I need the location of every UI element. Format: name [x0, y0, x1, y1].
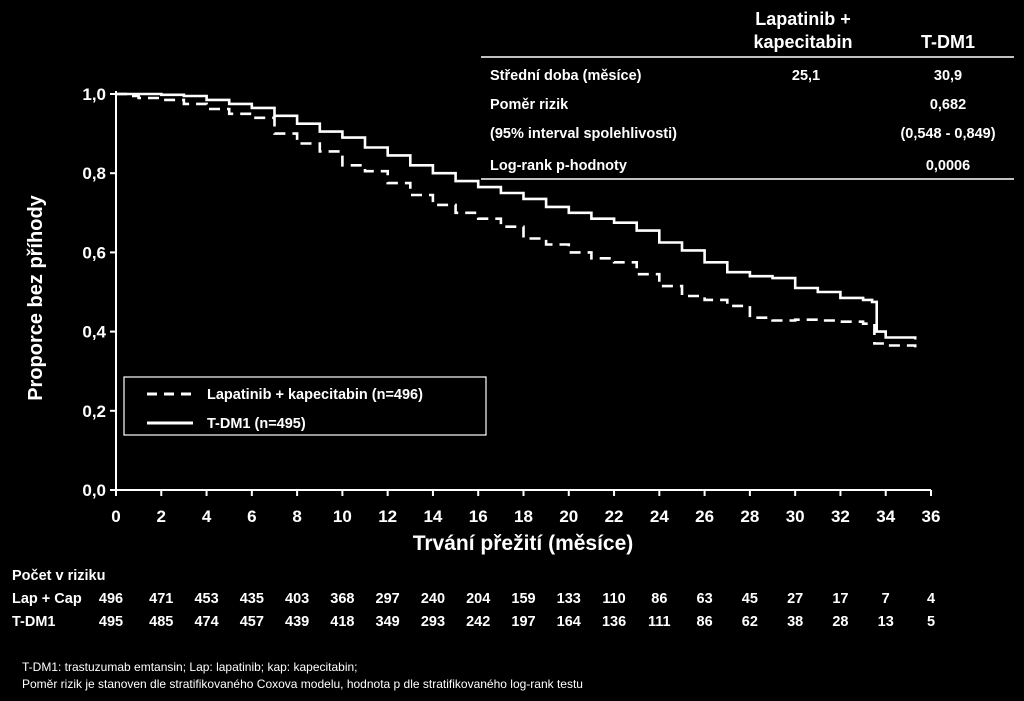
- at-risk-value: 368: [330, 591, 355, 607]
- series-line-lap-cap: [116, 92, 917, 348]
- x-tick-label: 20: [559, 507, 578, 526]
- at-risk-label-lap: Lap + Cap: [12, 591, 82, 607]
- x-tick-label: 10: [333, 507, 352, 526]
- at-risk-value: 111: [648, 614, 671, 630]
- footnote-methods: Poměr rizik je stanoven dle stratifikova…: [22, 677, 583, 691]
- x-tick-label: 4: [202, 507, 212, 526]
- at-risk-value: 5: [926, 614, 936, 630]
- at-risk-value: 17: [832, 591, 849, 607]
- at-risk-value: 86: [651, 591, 668, 607]
- at-risk-value: 197: [511, 614, 536, 630]
- y-tick-label: 0,4: [82, 323, 106, 342]
- at-risk-value: 62: [741, 614, 758, 630]
- y-tick-label: 0,0: [82, 481, 106, 500]
- footnote-abbreviations: T-DM1: trastuzumab emtansin; Lap: lapati…: [22, 660, 358, 674]
- at-risk-value: 293: [420, 614, 446, 630]
- stats-table: Lapatinib + kapecitabin T-DM1 Střední doba …: [481, 9, 1014, 180]
- at-risk-value: 297: [375, 591, 400, 607]
- at-risk-value: 242: [466, 614, 491, 630]
- legend-label-lap: Lapatinib + kapecitabin (n=496): [207, 387, 423, 403]
- at-risk-value: 403: [285, 591, 310, 607]
- x-tick-labels: 0 2 4 6 8 10 12 14 16 18 20 22 24 26 28 30 32 34 36: [111, 507, 940, 526]
- series-line-tdm1: [116, 92, 917, 340]
- x-tick-label: 0: [111, 507, 120, 526]
- x-tick-label: 2: [157, 507, 166, 526]
- at-risk-value: 471: [149, 591, 174, 607]
- at-risk-value: 136: [601, 614, 627, 630]
- x-tick-label: 26: [695, 507, 714, 526]
- at-risk-value: 496: [98, 591, 124, 607]
- at-risk-value: 159: [511, 591, 536, 607]
- at-risk-value: 86: [696, 614, 713, 630]
- km-chart: 0 2 4 6 8 10 12 14 16 18 20 22 24 26 28 30 32 34 36 0,00,2…: [25, 9, 1014, 555]
- y-tick-label: 1,0: [82, 85, 106, 104]
- legend-label-tdm1: T-DM1 (n=495): [207, 416, 306, 432]
- at-risk-value: 204: [466, 591, 491, 607]
- at-risk-value: 45: [741, 591, 758, 607]
- x-tick-label: 12: [378, 507, 397, 526]
- at-risk-value: 435: [239, 591, 264, 607]
- x-tick-label: 22: [605, 507, 624, 526]
- x-tick-label: 28: [740, 507, 759, 526]
- stats-row-label: (95% interval spolehlivosti): [490, 126, 677, 142]
- at-risk-value: 418: [330, 614, 355, 630]
- x-tick-label: 36: [922, 507, 941, 526]
- x-tick-label: 6: [247, 507, 256, 526]
- at-risk-value: 349: [375, 614, 400, 630]
- at-risk-value: 110: [602, 591, 626, 607]
- y-tick-label: 0,6: [82, 243, 106, 262]
- at-risk-value: 28: [832, 614, 849, 630]
- at-risk-value: 13: [877, 614, 894, 630]
- at-risk-title: Počet v riziku: [12, 568, 106, 584]
- stats-value-tdm1: 30,9: [934, 68, 962, 84]
- stats-value-tdm1: (0,548 - 0,849): [900, 126, 995, 142]
- at-risk-value: 439: [285, 614, 310, 630]
- at-risk-label-tdm1: T-DM1: [12, 614, 56, 630]
- stats-value-tdm1: 0,682: [930, 97, 966, 113]
- x-tick-label: 8: [292, 507, 301, 526]
- stats-header-lap: Lapatinib +: [755, 9, 851, 29]
- x-tick-label: 16: [469, 507, 488, 526]
- x-tick-label: 32: [831, 507, 850, 526]
- x-tick-label: 14: [423, 507, 442, 526]
- at-risk-value: 457: [239, 614, 264, 630]
- x-tick-label: 24: [650, 507, 669, 526]
- at-risk-value: 7: [881, 591, 890, 607]
- y-tick-labels: 0,0 0,2 0,4 0,6 0,8 1,0: [82, 85, 106, 500]
- legend-box: [123, 376, 487, 436]
- y-tick-label: 0,2: [82, 402, 106, 421]
- axes: [110, 91, 932, 496]
- y-tick-label: 0,8: [82, 164, 106, 183]
- at-risk-value: 485: [149, 614, 174, 630]
- stats-value-tdm1: 0,0006: [926, 158, 970, 174]
- at-risk-value: 495: [98, 614, 124, 630]
- stats-row-label: Log-rank p-hodnoty: [490, 158, 627, 174]
- x-axis-label: Trvání přežití (měsíce): [413, 532, 634, 555]
- stats-row-label: Poměr rizik: [490, 97, 569, 113]
- at-risk-value: 4: [926, 591, 936, 607]
- y-axis-label: Proporce bez příhody: [25, 194, 47, 400]
- stats-row-label: Střední doba (měsíce): [490, 68, 642, 84]
- x-tick-label: 18: [514, 507, 533, 526]
- at-risk-value: 474: [194, 614, 219, 630]
- survival-curves: [116, 92, 917, 348]
- at-risk-value: 63: [696, 591, 713, 607]
- x-tick-label: 34: [876, 507, 895, 526]
- x-tick-label: 30: [786, 507, 805, 526]
- stats-value-lap: 25,1: [792, 68, 820, 84]
- stats-header-tdm1: T-DM1: [921, 32, 975, 52]
- at-risk-value: 240: [420, 591, 446, 607]
- at-risk-value: 133: [556, 591, 581, 607]
- legend: Lapatinib + kapecitabin (n=496) T-DM1 (n…: [123, 376, 487, 436]
- at-risk-value: 453: [194, 591, 219, 607]
- at-risk-value: 27: [787, 591, 804, 607]
- stats-header-lap: kapecitabin: [753, 32, 852, 52]
- at-risk-value: 38: [787, 614, 804, 630]
- at-risk-value: 164: [556, 614, 581, 630]
